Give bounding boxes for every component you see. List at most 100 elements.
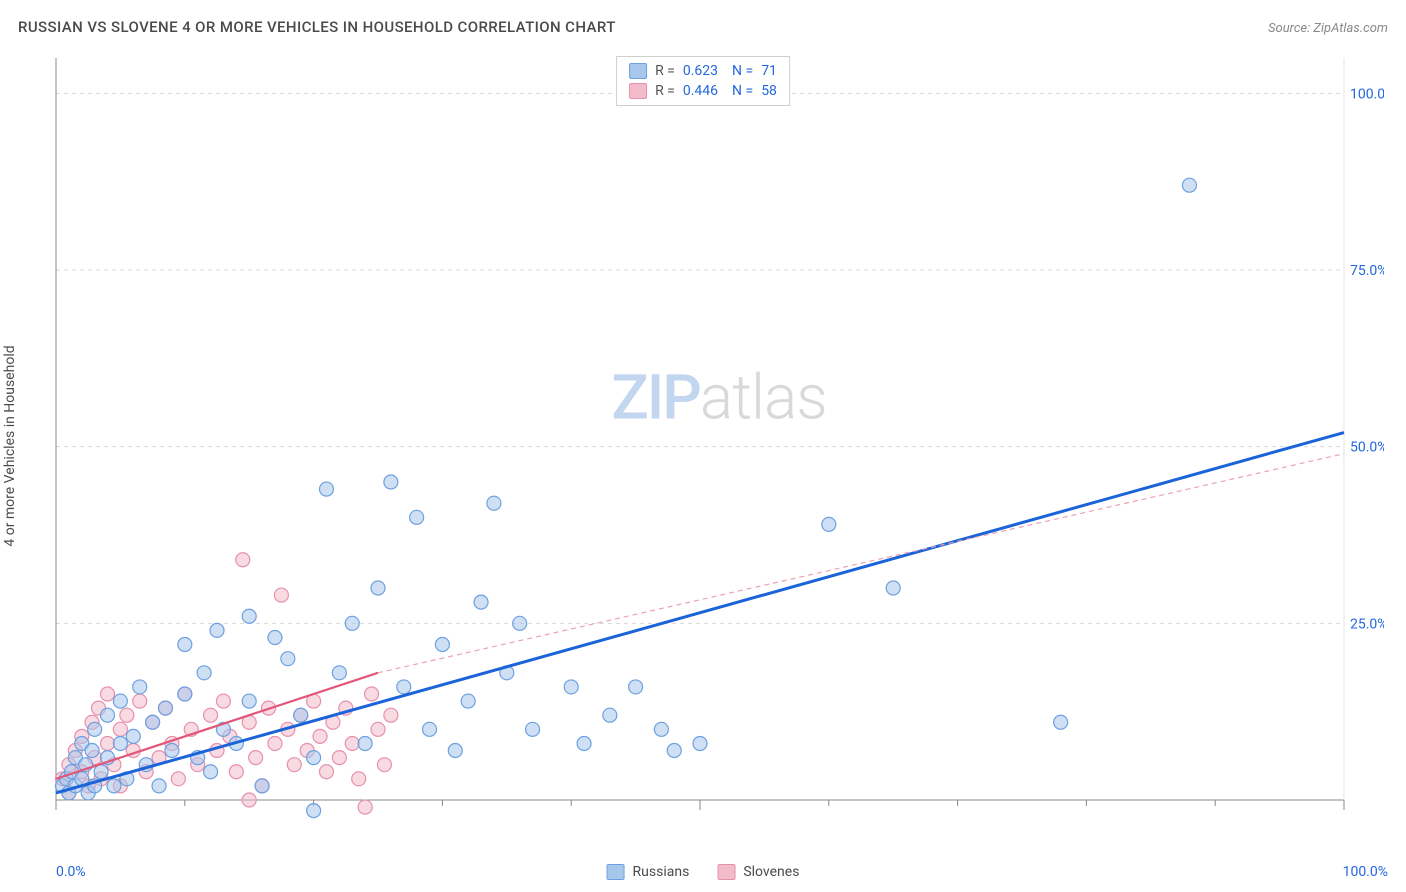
data-point (1182, 178, 1196, 192)
data-point (294, 708, 308, 722)
data-point (1054, 715, 1068, 729)
data-point (178, 638, 192, 652)
data-point (242, 793, 256, 807)
data-point (307, 751, 321, 765)
data-point (242, 694, 256, 708)
data-point (474, 595, 488, 609)
data-point (94, 765, 108, 779)
data-point (165, 744, 179, 758)
data-point (377, 758, 391, 772)
svg-text:25.0%: 25.0% (1350, 616, 1384, 632)
data-point (384, 708, 398, 722)
r-value: 0.446 (683, 83, 718, 99)
data-point (120, 708, 134, 722)
data-point (152, 779, 166, 793)
legend-swatch (607, 864, 625, 880)
data-point (113, 722, 127, 736)
bottom-legend: Russians Slovenes (607, 864, 800, 880)
r-label: R = (655, 83, 675, 99)
data-point (236, 553, 250, 567)
data-point (435, 638, 449, 652)
data-point (113, 736, 127, 750)
n-value: 58 (761, 83, 777, 99)
legend-swatch (629, 63, 647, 79)
legend-swatch (717, 864, 735, 880)
data-point (423, 722, 437, 736)
data-point (229, 765, 243, 779)
data-point (101, 708, 115, 722)
data-point (178, 687, 192, 701)
data-point (371, 722, 385, 736)
n-value: 71 (761, 63, 777, 79)
data-point (629, 680, 643, 694)
data-point (365, 687, 379, 701)
data-point (210, 623, 224, 637)
data-point (85, 744, 99, 758)
svg-text:75.0%: 75.0% (1350, 263, 1384, 279)
data-point (384, 475, 398, 489)
data-point (352, 772, 366, 786)
data-point (513, 616, 527, 630)
data-point (313, 729, 327, 743)
data-point (410, 510, 424, 524)
legend-label: Slovenes (743, 864, 799, 880)
source-label: Source: ZipAtlas.com (1268, 21, 1388, 36)
data-point (577, 736, 591, 750)
svg-text:100.0%: 100.0% (1350, 86, 1384, 102)
data-point (319, 482, 333, 496)
data-point (822, 517, 836, 531)
data-point (216, 694, 230, 708)
stats-box: R = 0.623 N = 71 R = 0.446 N = 58 (616, 56, 790, 106)
data-point (268, 630, 282, 644)
legend-item: Russians (607, 864, 690, 880)
data-point (332, 751, 346, 765)
data-point (113, 694, 127, 708)
x-axis-max-label: 100.0% (1343, 864, 1388, 880)
data-point (101, 687, 115, 701)
stats-row: R = 0.623 N = 71 (629, 61, 777, 81)
data-point (307, 804, 321, 818)
legend-swatch (629, 83, 647, 99)
data-point (88, 722, 102, 736)
data-point (345, 616, 359, 630)
data-point (274, 588, 288, 602)
svg-text:50.0%: 50.0% (1350, 440, 1384, 456)
data-point (358, 800, 372, 814)
data-point (667, 744, 681, 758)
data-point (886, 581, 900, 595)
data-point (332, 666, 346, 680)
data-point (371, 581, 385, 595)
data-point (158, 701, 172, 715)
data-point (204, 765, 218, 779)
data-point (397, 680, 411, 694)
data-point (654, 722, 668, 736)
data-point (101, 736, 115, 750)
legend-item: Slovenes (717, 864, 799, 880)
chart-title: RUSSIAN VS SLOVENE 4 OR MORE VEHICLES IN… (18, 18, 616, 36)
data-point (345, 736, 359, 750)
data-point (126, 729, 140, 743)
scatter-plot: 25.0% 50.0% 75.0% 100.0% (54, 50, 1384, 840)
data-point (487, 496, 501, 510)
data-point (461, 694, 475, 708)
data-point (242, 609, 256, 623)
n-label: N = (732, 63, 753, 79)
data-point (319, 765, 333, 779)
data-point (204, 708, 218, 722)
legend-label: Russians (633, 864, 690, 880)
r-label: R = (655, 63, 675, 79)
n-label: N = (732, 83, 753, 99)
data-point (448, 744, 462, 758)
r-value: 0.623 (683, 63, 718, 79)
x-axis-min-label: 0.0% (56, 864, 86, 880)
header: RUSSIAN VS SLOVENE 4 OR MORE VEHICLES IN… (18, 18, 1388, 36)
y-axis-label: 4 or more Vehicles in Household (2, 345, 18, 546)
data-point (564, 680, 578, 694)
data-point (171, 772, 185, 786)
chart-area: 25.0%50.0%75.0%100.0% ZIPatlas (54, 50, 1384, 840)
data-point (249, 751, 263, 765)
data-point (197, 666, 211, 680)
data-point (268, 736, 282, 750)
data-point (526, 722, 540, 736)
data-point (107, 779, 121, 793)
